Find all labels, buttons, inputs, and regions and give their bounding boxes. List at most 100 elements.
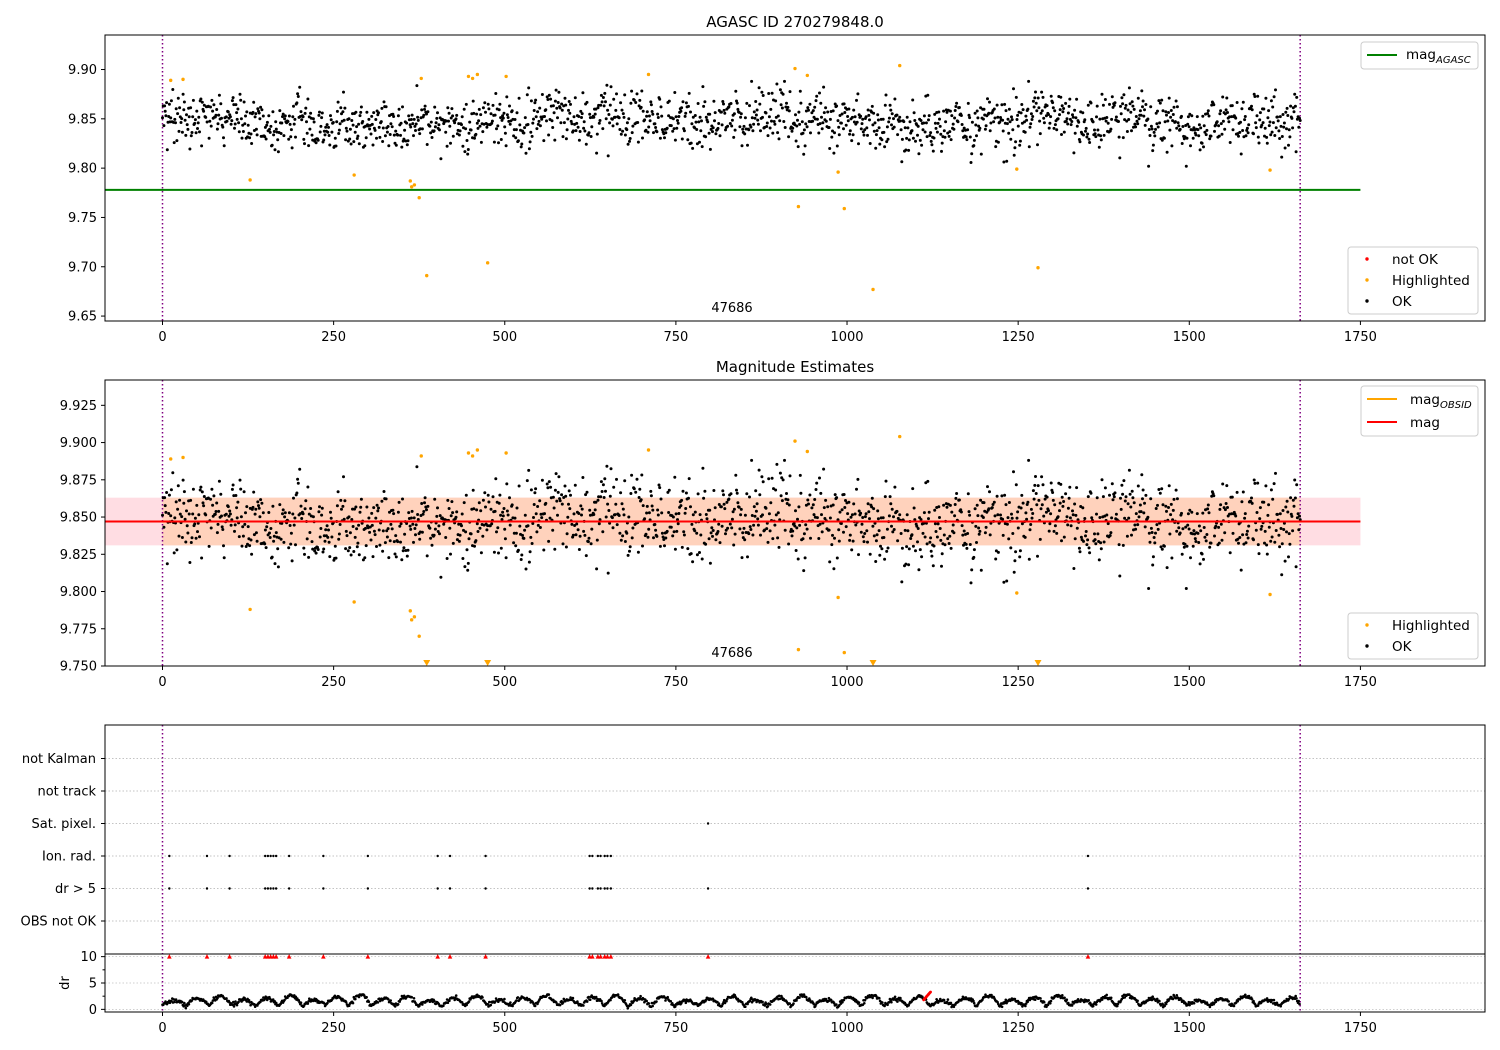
ok-point [1000,103,1004,107]
ok-point [1053,123,1057,127]
dr-point [547,993,551,996]
ok-point [566,515,570,519]
ok-point [1053,109,1057,113]
plot-content [105,380,1361,666]
ok-point [258,117,262,121]
ok-point [1067,104,1071,108]
ok-point [369,538,373,542]
ok-point [569,102,572,106]
dr-point [723,1001,727,1005]
dr-point [235,1003,239,1007]
ok-point [708,508,712,512]
ok-point [299,504,303,508]
ok-point [178,106,182,110]
ok-point [381,140,385,143]
ok-point [962,529,966,533]
ok-point [928,134,932,137]
flag-point [269,854,272,858]
ok-point [1147,164,1151,168]
ok-point [1200,552,1204,556]
ok-point [866,502,870,506]
ok-point [189,498,193,502]
ok-point [464,127,468,131]
ok-point [675,529,679,533]
ok-point [528,140,532,144]
ok-point [239,515,243,519]
obsid-annotation: 47686 [711,646,752,661]
ok-point [570,122,574,126]
ok-point [898,115,902,119]
ok-point [497,108,501,112]
ok-point [1169,502,1173,506]
ok-point [241,534,245,538]
ok-point [375,545,378,548]
dr-point [308,997,311,1000]
ok-point [1098,516,1102,519]
ok-point [842,102,846,106]
ok-point [757,468,761,472]
ok-point [1068,485,1072,489]
dr-point [741,1001,744,1004]
ok-point [811,109,815,113]
ok-point [786,498,790,502]
ok-point [200,144,204,148]
ok-point [1071,513,1075,517]
ok-point [839,121,843,125]
ok-point [730,517,734,521]
ok-point [193,121,197,125]
highlighted-point [1268,168,1272,172]
ok-point [689,110,692,114]
ok-point [1049,94,1053,98]
ok-point [425,112,428,116]
ok-point [842,127,845,131]
ok-point [1068,516,1072,520]
ok-point [235,506,239,510]
ok-point [966,101,970,105]
ok-point [330,535,334,539]
ok-point [933,508,937,512]
ok-point [1243,512,1247,516]
ok-point [978,126,982,130]
ok-point [1087,546,1091,550]
ok-point [937,505,941,509]
ok-point [961,533,965,537]
ok-point [409,527,413,531]
ok-point [230,487,234,491]
ok-point [341,504,345,508]
dr-point [878,996,881,1000]
ok-point [216,522,220,526]
ok-point [696,102,700,105]
ok-point [770,91,774,95]
ok-point [631,526,635,530]
ok-point [953,503,957,506]
ok-point [614,502,618,506]
ok-point [316,548,320,551]
ok-point [190,131,194,134]
ok-point [1086,495,1090,499]
ok-point [193,118,197,122]
ok-point [316,138,320,142]
ok-point [1004,109,1008,113]
ok-point [1096,128,1100,132]
ok-point [527,560,531,564]
ok-point [1241,100,1245,104]
ok-point [857,553,860,557]
ok-point [412,516,416,520]
ok-point [320,506,324,510]
ok-point [988,490,991,494]
ok-point [895,509,899,513]
ok-point [1140,473,1144,477]
ok-point [1120,483,1124,487]
ok-point [977,526,981,530]
dr-point [1042,1000,1046,1004]
ok-point [730,526,734,530]
ok-point [508,122,512,126]
ok-point [1206,109,1210,113]
ok-point [580,112,584,116]
legend-box [1347,612,1479,660]
ok-point [1009,137,1013,141]
legend-label-obsid: magOBSID [1410,392,1472,411]
ok-point [635,477,639,481]
dr-point [268,997,272,1001]
